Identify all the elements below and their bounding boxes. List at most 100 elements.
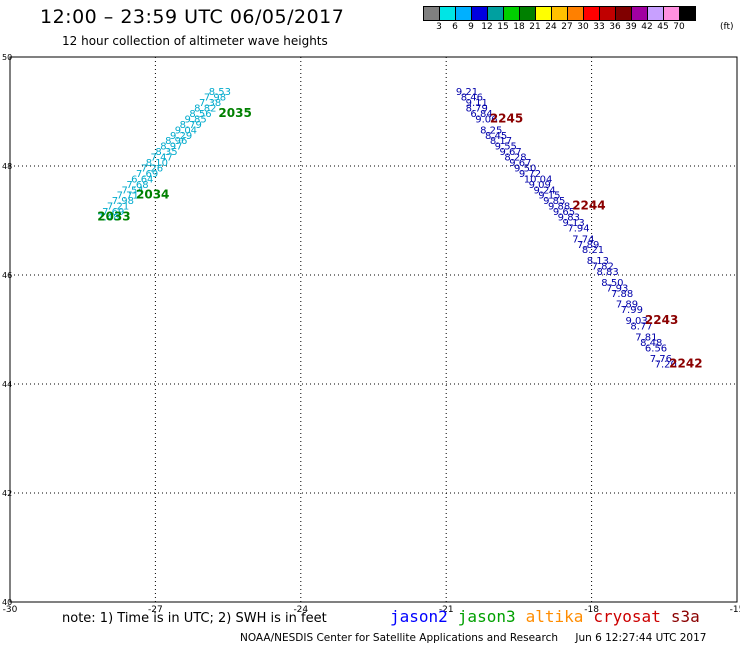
lat-tick-label: 46: [2, 271, 12, 280]
legend-label: 9: [468, 22, 474, 32]
lon-tick-label: -30: [3, 605, 18, 615]
wave-height-value: 10.04: [524, 174, 553, 185]
wave-height-value: 8.77: [630, 322, 652, 333]
wave-height-value: 9.11: [466, 98, 488, 109]
satellite-jason2: jason2: [390, 607, 448, 626]
legend-label: 70: [673, 22, 685, 32]
lon-tick-label: -18: [584, 605, 599, 615]
legend-label: 42: [641, 22, 653, 32]
lat-tick-label: 48: [2, 162, 12, 171]
wave-height-value: 8.46: [461, 93, 483, 104]
wave-height-value: 9.50: [514, 163, 536, 174]
satellite-cryosat: cryosat: [593, 607, 661, 626]
wave-height-value: 7.74: [572, 234, 594, 245]
wave-height-value: 8.25: [480, 125, 502, 136]
wave-height-value: 9.55: [495, 142, 517, 153]
pass-time-label: 2033: [97, 210, 130, 224]
wave-height-value: 7.26: [141, 163, 163, 174]
wave-height-value: 8.53: [209, 87, 231, 98]
timestamp: Jun 6 12:27:44 UTC 2017: [575, 632, 707, 644]
wave-height-value: 7.89: [577, 240, 599, 251]
wave-height-value: 9.85: [543, 196, 565, 207]
wave-height-value: 7.54: [121, 185, 143, 196]
legend-label: 39: [625, 22, 637, 32]
map-frame: [9, 56, 738, 603]
wave-height-value: 7.93: [606, 283, 628, 294]
satellite-s3a: s3a: [670, 607, 700, 626]
wave-height-value: 7.94: [567, 223, 589, 234]
lat-tick-label: 44: [2, 380, 12, 389]
wave-height-value: 8.45: [485, 131, 507, 142]
wave-height-value: 9.83: [558, 213, 580, 224]
legend-swatch: [679, 6, 696, 21]
satellite-jason3: jason3: [457, 607, 516, 626]
wave-height-value: 9.13: [563, 218, 585, 229]
wave-height-value: 7.98: [204, 93, 226, 104]
wave-height-value: 8.82: [194, 104, 216, 115]
wave-height-value: 7.88: [611, 289, 633, 300]
color-legend: 3 6 9 12 15 18 21 24 27 30 33 36 39 42 45 70: [423, 6, 740, 38]
legend-label: 27: [561, 22, 573, 32]
satellite-altika: altika: [525, 607, 584, 626]
legend-label: 15: [497, 22, 509, 32]
wave-height-value: 7.81: [635, 332, 657, 343]
wave-height-value: 9.85: [184, 114, 206, 125]
wave-height-value: 7.48: [97, 213, 119, 224]
wave-height-value: 8.21: [582, 245, 604, 256]
wave-height-value: 8.50: [601, 278, 623, 289]
wave-height-value: 9.21: [456, 87, 478, 98]
legend-label: 21: [529, 22, 541, 32]
legend-label: 30: [577, 22, 589, 32]
wave-height-value: 9.67: [500, 147, 522, 158]
wave-height-value: 8.48: [640, 338, 662, 349]
wave-height-value: 9.04: [175, 125, 197, 136]
wave-height-value: 6.56: [645, 343, 667, 354]
wave-height-value: 7.82: [592, 262, 614, 273]
legend-label: 3: [436, 22, 442, 32]
wave-height-value: 7.38: [199, 98, 221, 109]
wave-height-value: 7.76: [650, 354, 672, 365]
wave-height-value: 7.20: [655, 360, 677, 371]
legend-label: 12: [481, 22, 493, 32]
lon-tick-label: -24: [293, 605, 308, 615]
chart-title: 12:00 – 23:59 UTC 06/05/2017: [40, 6, 345, 28]
legend-label: 24: [545, 22, 557, 32]
wave-height-value: 7.89: [616, 300, 638, 311]
legend-label: 45: [657, 22, 669, 32]
wave-height-value: 8.79: [466, 104, 488, 115]
pass-time-label: 2242: [669, 357, 702, 371]
wave-height-value: 9.72: [519, 169, 541, 180]
wave-height-value: 6.84: [470, 109, 492, 120]
wave-height-value: 8.13: [587, 256, 609, 267]
wave-height-value: 7.69: [102, 207, 124, 218]
lat-tick-label: 50: [2, 53, 12, 62]
legend-label: 18: [513, 22, 525, 32]
wave-height-value: 9.24: [533, 185, 555, 196]
lon-tick-label: -27: [148, 605, 163, 615]
legend-label: 6: [452, 22, 458, 32]
satellite-legend: jason2 jason3 altika cryosat s3a: [390, 607, 710, 626]
wave-height-value: 8.83: [596, 267, 618, 278]
wave-height-value: 8.96: [165, 136, 187, 147]
credit-text: NOAA/NESDIS Center for Satellite Applica…: [240, 632, 558, 644]
pass-time-label: 2243: [645, 313, 678, 327]
wave-height-value: 8.79: [180, 120, 202, 131]
wave-height-value: 8.35: [155, 147, 177, 158]
wave-height-value: 7.99: [621, 305, 643, 316]
legend-labels: 3 6 9 12 15 18 21 24 27 30 33 36 39 42 45 70: [423, 22, 740, 32]
wave-height-value: 9.15: [538, 191, 560, 202]
wave-height-value: 7.47: [151, 153, 173, 164]
lat-tick-label: 42: [2, 489, 12, 498]
wave-height-value: 8.17: [490, 136, 512, 147]
wave-height-value: 9.65: [553, 207, 575, 218]
wave-height-value: 8.10: [146, 158, 168, 169]
pass-time-label: 2034: [136, 188, 169, 202]
wave-height-value: 7.71: [117, 191, 139, 202]
legend-label: 36: [609, 22, 621, 32]
lat-tick-label: 40: [2, 598, 12, 607]
footer-note: note: 1) Time is in UTC; 2) SWH is in fe…: [62, 611, 327, 626]
lon-tick-label: -15: [730, 605, 740, 615]
legend-unit: (ft): [720, 22, 734, 32]
legend-label: 33: [593, 22, 605, 32]
wave-height-value: 6.64: [131, 174, 153, 185]
